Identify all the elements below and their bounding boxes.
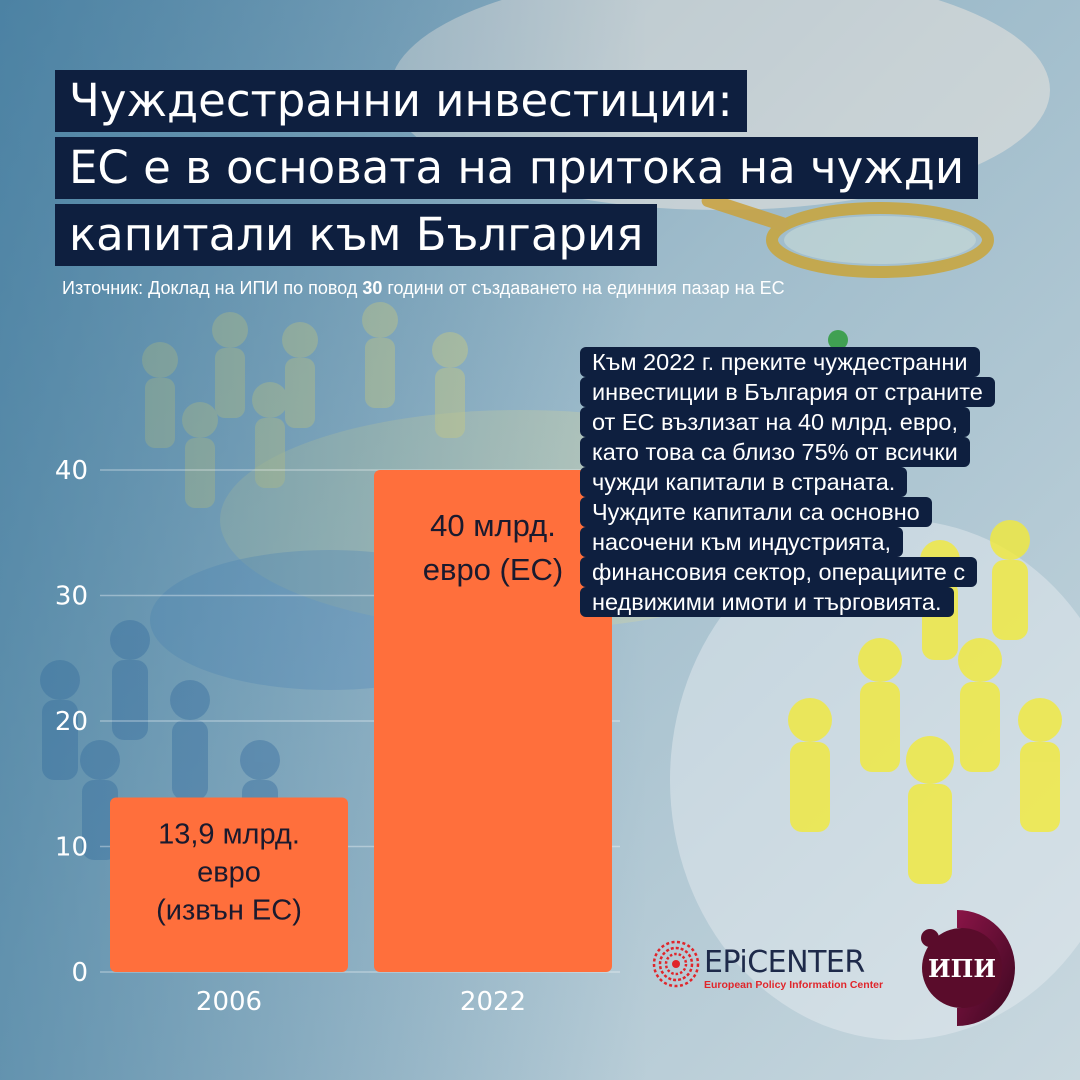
epicenter-subtitle: European Policy Information Center — [704, 979, 883, 991]
bar — [374, 470, 612, 972]
data-label: 13,9 млрд. — [158, 819, 300, 851]
callout-line: чужди капитали в страната. — [580, 467, 908, 497]
callout-line: като това са близо 75% от всички — [580, 437, 970, 467]
source-bold: 30 — [362, 278, 383, 298]
epicenter-logo: EPiCENTER European Policy Information Ce… — [652, 940, 883, 991]
epicenter-name: EPiCENTER — [704, 945, 865, 980]
title-line-2: ЕС е в основата на притока на чужди — [55, 137, 979, 199]
callout-line: Към 2022 г. преките чуждестранни — [580, 347, 980, 377]
data-label: евро (ЕС) — [423, 552, 564, 587]
data-label: (извън ЕС) — [156, 895, 302, 927]
ipi-logo: ИПИ — [921, 910, 1015, 1026]
source-note: Източник: Доклад на ИПИ по повод 30 годи… — [62, 278, 785, 299]
data-label: евро — [197, 857, 261, 889]
data-label: 40 млрд. — [430, 508, 556, 543]
x-tick-label: 2006 — [196, 987, 262, 1017]
source-prefix: Източник: Доклад на ИПИ по повод — [62, 278, 363, 298]
title-line-3: капитали към България — [55, 204, 658, 266]
y-tick-label: 40 — [55, 456, 88, 486]
callout-box: Към 2022 г. преките чуждестранни инвести… — [580, 347, 1025, 617]
callout-line: от ЕС възлизат на 40 млрд. евро, — [580, 407, 971, 437]
title-line-1: Чуждестранни инвестиции: — [55, 70, 747, 132]
source-suffix: години от създаването на единния пазар н… — [382, 278, 785, 298]
callout-line: насочени към индустрията, — [580, 527, 904, 557]
x-tick-label: 2022 — [460, 987, 526, 1017]
y-tick-label: 30 — [55, 582, 88, 612]
bar — [110, 797, 348, 972]
ipi-name: ИПИ — [928, 954, 996, 983]
callout-line: недвижими имоти и търговията. — [580, 587, 954, 617]
callout-line: Чуждите капитали са основно — [580, 497, 932, 527]
epicenter-emblem-icon — [652, 940, 700, 988]
callout-line: финансовия сектор, операциите с — [580, 557, 978, 587]
y-tick-label: 10 — [55, 833, 88, 863]
callout-line: инвестиции в България от страните — [580, 377, 995, 407]
ipi-arc-icon — [957, 910, 1015, 1026]
y-tick-label: 0 — [71, 958, 88, 988]
y-tick-label: 20 — [55, 707, 88, 737]
ipi-dot-icon — [921, 929, 939, 947]
